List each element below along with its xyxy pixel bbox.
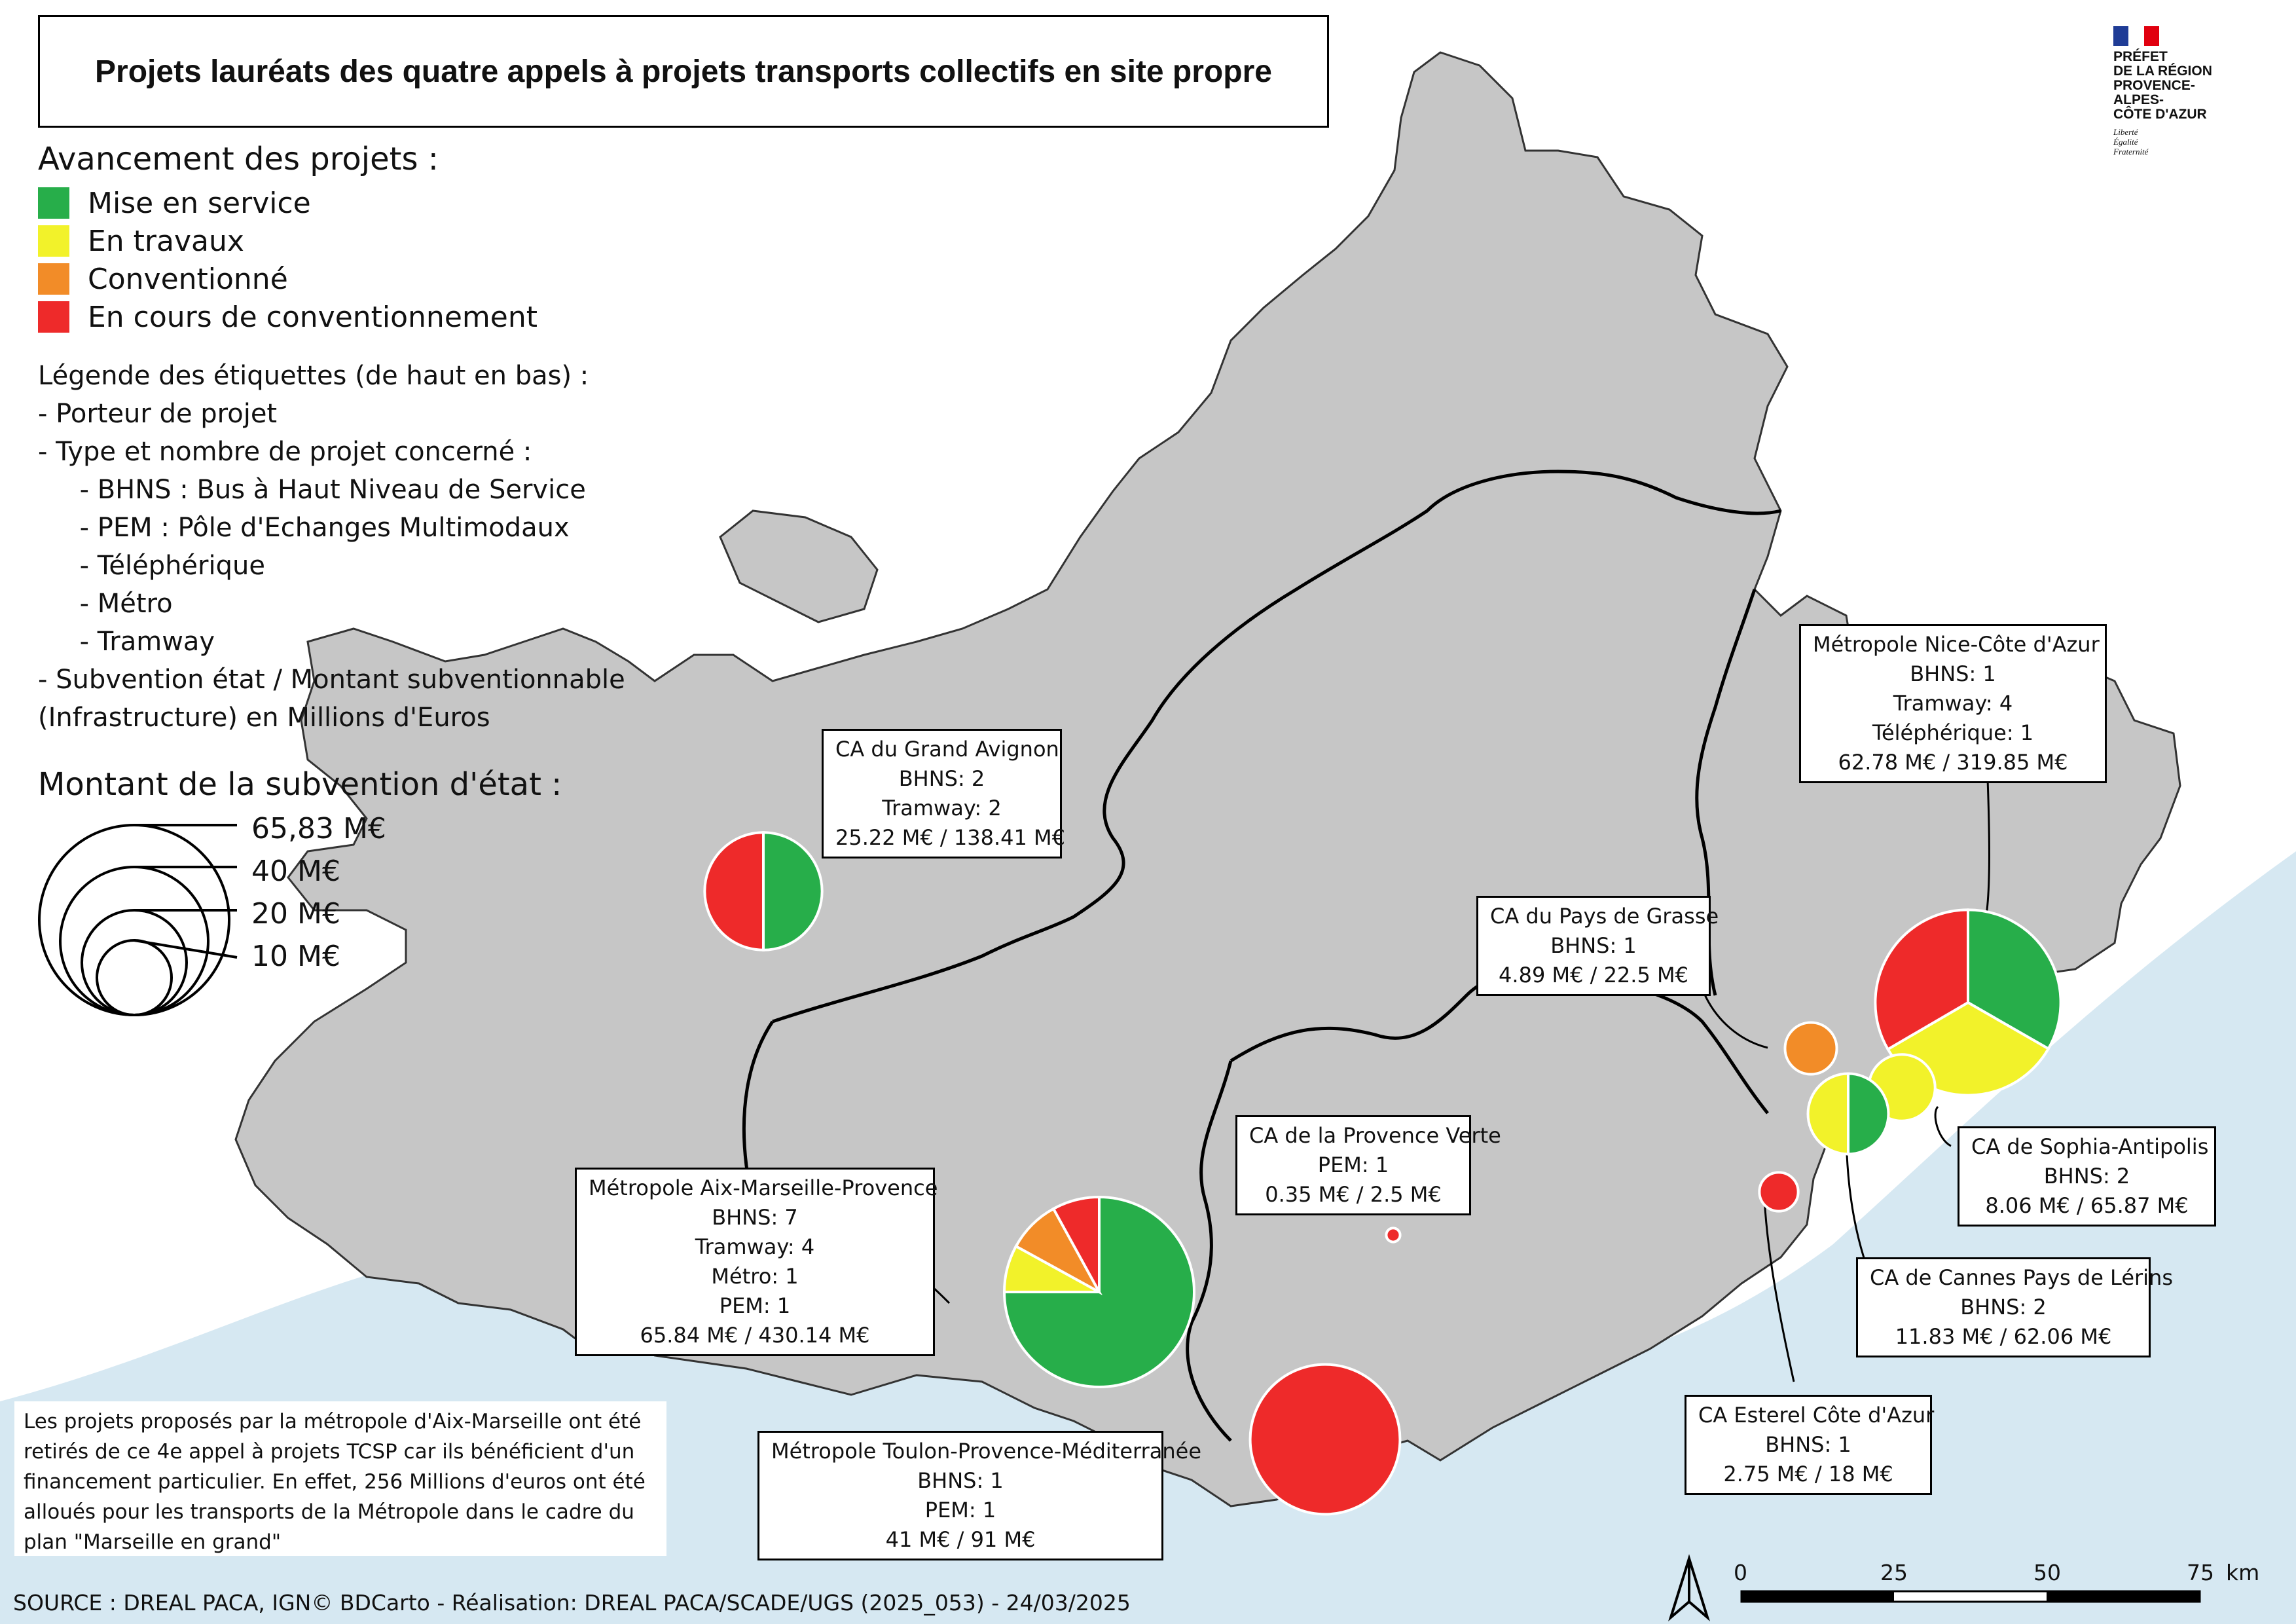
label-toulon: Métropole Toulon-Provence-Méditerranée BH… [757, 1431, 1201, 1560]
scale-unit: km [2226, 1560, 2260, 1585]
scale-tick-75: 75 [2187, 1560, 2214, 1585]
size-legend-label-20: 20 M€ [251, 897, 340, 931]
size-legend-label-10: 10 M€ [251, 940, 340, 973]
pie-slice-cannes-en_travaux [1806, 1072, 1850, 1156]
logo-motto: Liberté Égalité Fraternité [2113, 127, 2149, 157]
label-nice-cote-azur: Métropole Nice-Côte d'Azur BHNS: 1 Tramway… [1799, 624, 2107, 783]
label-cannes-lerins: CA de Cannes Pays de Lérins BHNS: 2 11.83 … [1856, 1257, 2173, 1357]
logo-text: PRÉFET DE LA RÉGION PROVENCE-ALPES- CÔTE… [2113, 49, 2212, 122]
label-sophia-antipolis: CA de Sophia-Antipolis BHNS: 2 8.06 M€ / 6… [1958, 1126, 2216, 1227]
label-esterel: CA Esterel Côte d'Azur BHNS: 1 2.75 M€ / 1… [1685, 1395, 1934, 1495]
legend-item-en-cours: En cours de conventionnement [38, 298, 538, 336]
prefet-logo: PRÉFET DE LA RÉGION PROVENCE-ALPES- CÔTE… [2113, 26, 2238, 157]
size-legend-title: Montant de la subvention d'état : [38, 766, 562, 803]
status-legend-title: Avancement des projets : [38, 141, 439, 177]
scale-tick-0: 0 [1734, 1560, 1747, 1585]
swatch-en-cours [38, 301, 69, 333]
legend-item-en-travaux: En travaux [38, 222, 538, 260]
enclave-territory [719, 509, 879, 623]
scale-tick-50: 50 [2033, 1560, 2061, 1585]
status-legend: Avancement des projets : Mise en service… [38, 141, 538, 336]
pie-slice-nice-mise_en_service [1967, 908, 2062, 1051]
label-provence-verte: CA de la Provence Verte PEM: 1 0.35 M€ / 2… [1235, 1115, 1501, 1215]
swatch-en-travaux [38, 225, 69, 257]
pie-grasse [1783, 1021, 1838, 1076]
scale-tick-25: 25 [1880, 1560, 1908, 1585]
pie-slice-avignon-en_cours [703, 831, 765, 951]
pie-toulon [1248, 1363, 1402, 1516]
pie-slice-cannes-mise_en_service [1847, 1072, 1890, 1156]
size-legend-label-40: 40 M€ [251, 855, 340, 888]
swatch-conventionne [38, 263, 69, 295]
aix-marseille-note: Les projets proposés par la métropole d'… [14, 1401, 666, 1556]
size-legend-circle-20 [81, 909, 188, 1016]
tricolor-flag-icon [2113, 26, 2159, 46]
size-legend [38, 824, 238, 1016]
pie-slice-nice-en_cours [1874, 908, 1969, 1052]
label-pays-de-grasse: CA du Pays de Grasse BHNS: 1 4.89 M€ / 22.… [1476, 896, 1719, 996]
pie-provence_verte [1385, 1227, 1402, 1244]
pie-esterel [1758, 1171, 1800, 1213]
legend-item-mise-en-service: Mise en service [38, 184, 538, 222]
pie-slice-avignon-mise_en_service [762, 831, 824, 951]
label-legend: Légende des étiquettes (de haut en bas) … [38, 361, 625, 733]
pie-slice-aix_marseille-en_cours [1051, 1195, 1101, 1293]
size-legend-circle-10 [96, 939, 173, 1016]
project-pie-charts [703, 831, 2062, 1516]
paca-region [234, 51, 2181, 1507]
swatch-mise-en-service [38, 187, 69, 219]
north-arrow-icon [1668, 1554, 1710, 1622]
size-legend-circle-65 [38, 824, 230, 1016]
scale-bar [1740, 1590, 2201, 1603]
label-grand-avignon: CA du Grand Avignon BHNS: 2 Tramway: 2 25.2… [822, 729, 1065, 858]
legend-item-conventionne: Conventionné [38, 260, 538, 298]
size-legend-label-65: 65,83 M€ [251, 812, 386, 845]
map-title: Projets lauréats des quatre appels à pro… [38, 15, 1329, 128]
source-credit: SOURCE : DREAL PACA, IGN© BDCarto - Réal… [13, 1590, 1131, 1615]
